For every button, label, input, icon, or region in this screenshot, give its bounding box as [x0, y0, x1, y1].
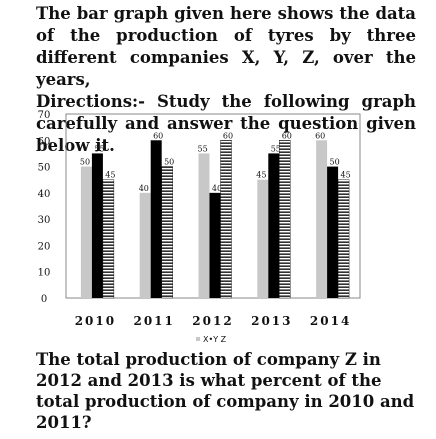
- data-label-Z-2011: 50: [164, 158, 174, 167]
- y-tick-label-20: 20: [38, 241, 51, 252]
- bar-Z-2010: [102, 179, 115, 299]
- bar-Y-2010: [91, 153, 103, 298]
- x-tick-label-2014: 2014: [310, 314, 351, 328]
- bar-X-2012: [198, 153, 210, 298]
- y-tick-label-10: 10: [38, 268, 51, 279]
- bar-X-2010: [80, 166, 92, 298]
- data-label-Z-2012: 60: [223, 131, 233, 140]
- data-label-Y-2011: 60: [153, 131, 163, 140]
- legend: X•Y Z: [203, 335, 227, 344]
- data-label-Z-2013: 60: [282, 131, 292, 140]
- bar-X-2011: [139, 192, 151, 298]
- bar-Y-2011: [150, 140, 162, 298]
- bar-Y-2013: [268, 153, 280, 298]
- x-tick-label-2013: 2013: [251, 314, 292, 328]
- data-label-X-2011: 40: [139, 184, 149, 193]
- x-tick-label-2012: 2012: [192, 314, 233, 328]
- intro-line-1: The bar graph given here shows the data …: [36, 4, 416, 89]
- y-tick-label-30: 30: [38, 215, 51, 226]
- data-label-Y-2012: 40: [212, 184, 222, 193]
- data-label-X-2012: 55: [198, 144, 208, 153]
- data-label-X-2014: 60: [315, 131, 325, 140]
- bar-Z-2013: [279, 140, 291, 299]
- bar-Y-2012: [209, 192, 221, 298]
- data-label-Y-2010: 55: [94, 144, 104, 153]
- bar-Y-2014: [327, 166, 339, 298]
- y-tick-label-60: 60: [38, 136, 51, 147]
- intro-text: The bar graph given here shows the data …: [36, 3, 416, 157]
- bar-X-2013: [257, 179, 269, 298]
- question-text: The total production of company Z in 201…: [36, 350, 415, 432]
- bar-X-2014: [316, 140, 328, 298]
- y-tick-label-50: 50: [38, 163, 51, 174]
- bar-Z-2011: [161, 166, 173, 299]
- y-tick-label-40: 40: [38, 189, 51, 200]
- data-label-Y-2013: 55: [271, 144, 281, 153]
- y-tick-label-70: 70: [38, 110, 51, 121]
- x-tick-label-2010: 2010: [75, 314, 116, 328]
- x-tick-label-2011: 2011: [133, 314, 174, 328]
- data-label-Y-2014: 50: [330, 158, 340, 167]
- data-label-X-2013: 45: [256, 171, 266, 180]
- intro-line-2: Directions:- Study the following graph c…: [36, 92, 416, 155]
- data-label-X-2010: 50: [80, 158, 90, 167]
- bar-Z-2014: [337, 179, 350, 299]
- data-label-Z-2010: 45: [105, 171, 115, 180]
- y-tick-label-0: 0: [41, 294, 47, 305]
- legend-swatch-x: [196, 337, 200, 341]
- data-label-Z-2014: 45: [341, 171, 351, 180]
- bar-Z-2012: [220, 140, 232, 299]
